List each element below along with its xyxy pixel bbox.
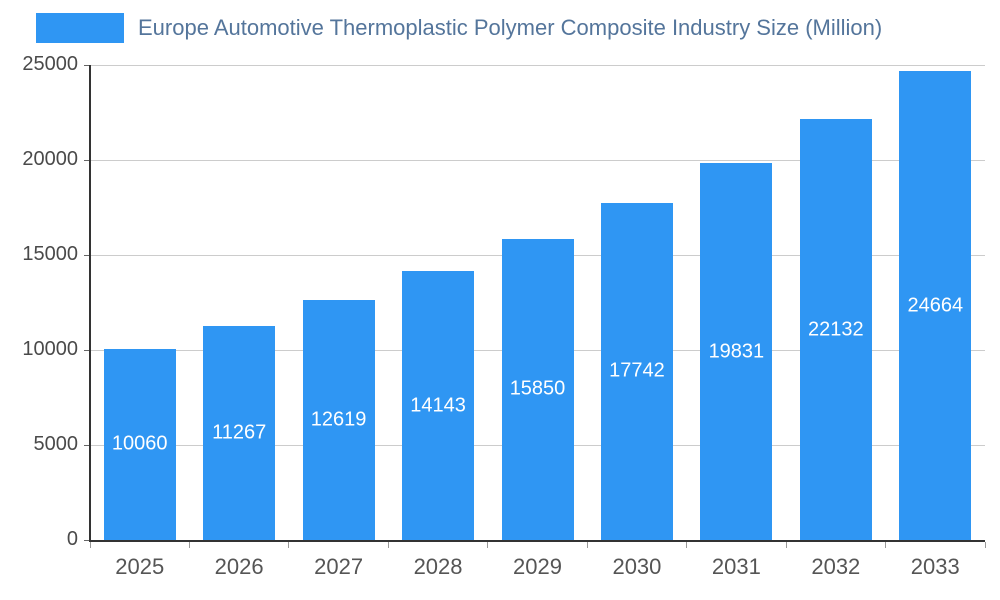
y-axis-label-10000: 10000 <box>22 338 78 360</box>
y-tick-25000 <box>84 64 90 66</box>
x-tick-2 <box>288 542 290 548</box>
x-tick-9 <box>984 542 986 548</box>
x-tick-8 <box>885 542 887 548</box>
bar-value-label-2033: 24664 <box>907 294 964 317</box>
x-axis-label-2025: 2025 <box>115 554 165 579</box>
bar-2033[interactable]: 24664 <box>899 71 972 540</box>
x-tick-5 <box>586 542 588 548</box>
bar-value-label-2029: 15850 <box>509 377 566 400</box>
x-axis-label-2027: 2027 <box>314 554 364 579</box>
x-axis-label-2028: 2028 <box>413 554 463 579</box>
bar-value-label-2028: 14143 <box>410 394 466 417</box>
x-tick-4 <box>487 542 489 548</box>
bar-2029[interactable]: 15850 <box>501 238 574 540</box>
chart-legend[interactable]: Europe Automotive Thermoplastic Polymer … <box>36 13 882 43</box>
x-axis-label-2029: 2029 <box>513 554 562 579</box>
bar-2026[interactable]: 11267 <box>203 325 276 540</box>
bar-2030[interactable]: 17742 <box>600 202 673 540</box>
bar-value-label-2025: 10060 <box>111 432 168 455</box>
x-axis-label-2030: 2030 <box>612 554 662 579</box>
bar-value-label-2030: 17742 <box>609 359 665 382</box>
y-tick-0 <box>84 539 90 541</box>
bar-2027[interactable]: 12619 <box>302 300 375 540</box>
x-axis-label-2026: 2026 <box>214 554 264 579</box>
x-tick-7 <box>785 542 787 548</box>
gridline-20000 <box>90 159 985 161</box>
y-axis-label-20000: 20000 <box>22 148 78 170</box>
y-tick-20000 <box>84 159 90 161</box>
y-tick-10000 <box>84 349 90 351</box>
x-tick-1 <box>188 542 190 548</box>
bar-value-label-2026: 11267 <box>212 421 267 444</box>
x-axis-label-2031: 2031 <box>711 554 761 579</box>
legend-swatch <box>36 13 124 43</box>
bar-2032[interactable]: 22132 <box>799 119 872 540</box>
bar-value-label-2032: 22132 <box>808 318 864 341</box>
y-axis-line <box>89 65 91 540</box>
bar-2031[interactable]: 19831 <box>700 163 773 540</box>
y-tick-15000 <box>84 254 90 256</box>
bar-value-label-2031: 19831 <box>708 340 765 363</box>
bar-2025[interactable]: 10060 <box>103 348 176 540</box>
x-axis-label-2032: 2032 <box>811 554 861 579</box>
y-axis-label-5000: 5000 <box>33 433 79 455</box>
y-tick-5000 <box>84 444 90 446</box>
y-axis-label-0: 0 <box>66 528 78 550</box>
x-tick-6 <box>686 542 688 548</box>
bar-value-label-2027: 12619 <box>310 408 367 431</box>
x-tick-0 <box>89 542 91 548</box>
y-axis-label-25000: 25000 <box>22 53 78 75</box>
x-tick-3 <box>387 542 389 548</box>
x-axis-line <box>89 540 985 542</box>
y-axis-label-15000: 15000 <box>22 243 78 265</box>
gridline-25000 <box>90 64 985 66</box>
legend-label: Europe Automotive Thermoplastic Polymer … <box>138 15 883 40</box>
bar-2028[interactable]: 14143 <box>402 271 475 540</box>
x-axis-label-2033: 2033 <box>910 554 960 579</box>
